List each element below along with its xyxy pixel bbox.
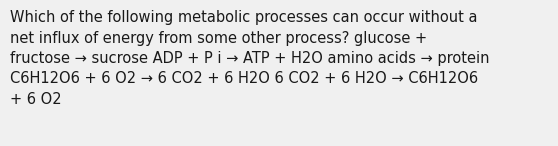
Text: Which of the following metabolic processes can occur without a
net influx of ene: Which of the following metabolic process…	[10, 10, 489, 107]
